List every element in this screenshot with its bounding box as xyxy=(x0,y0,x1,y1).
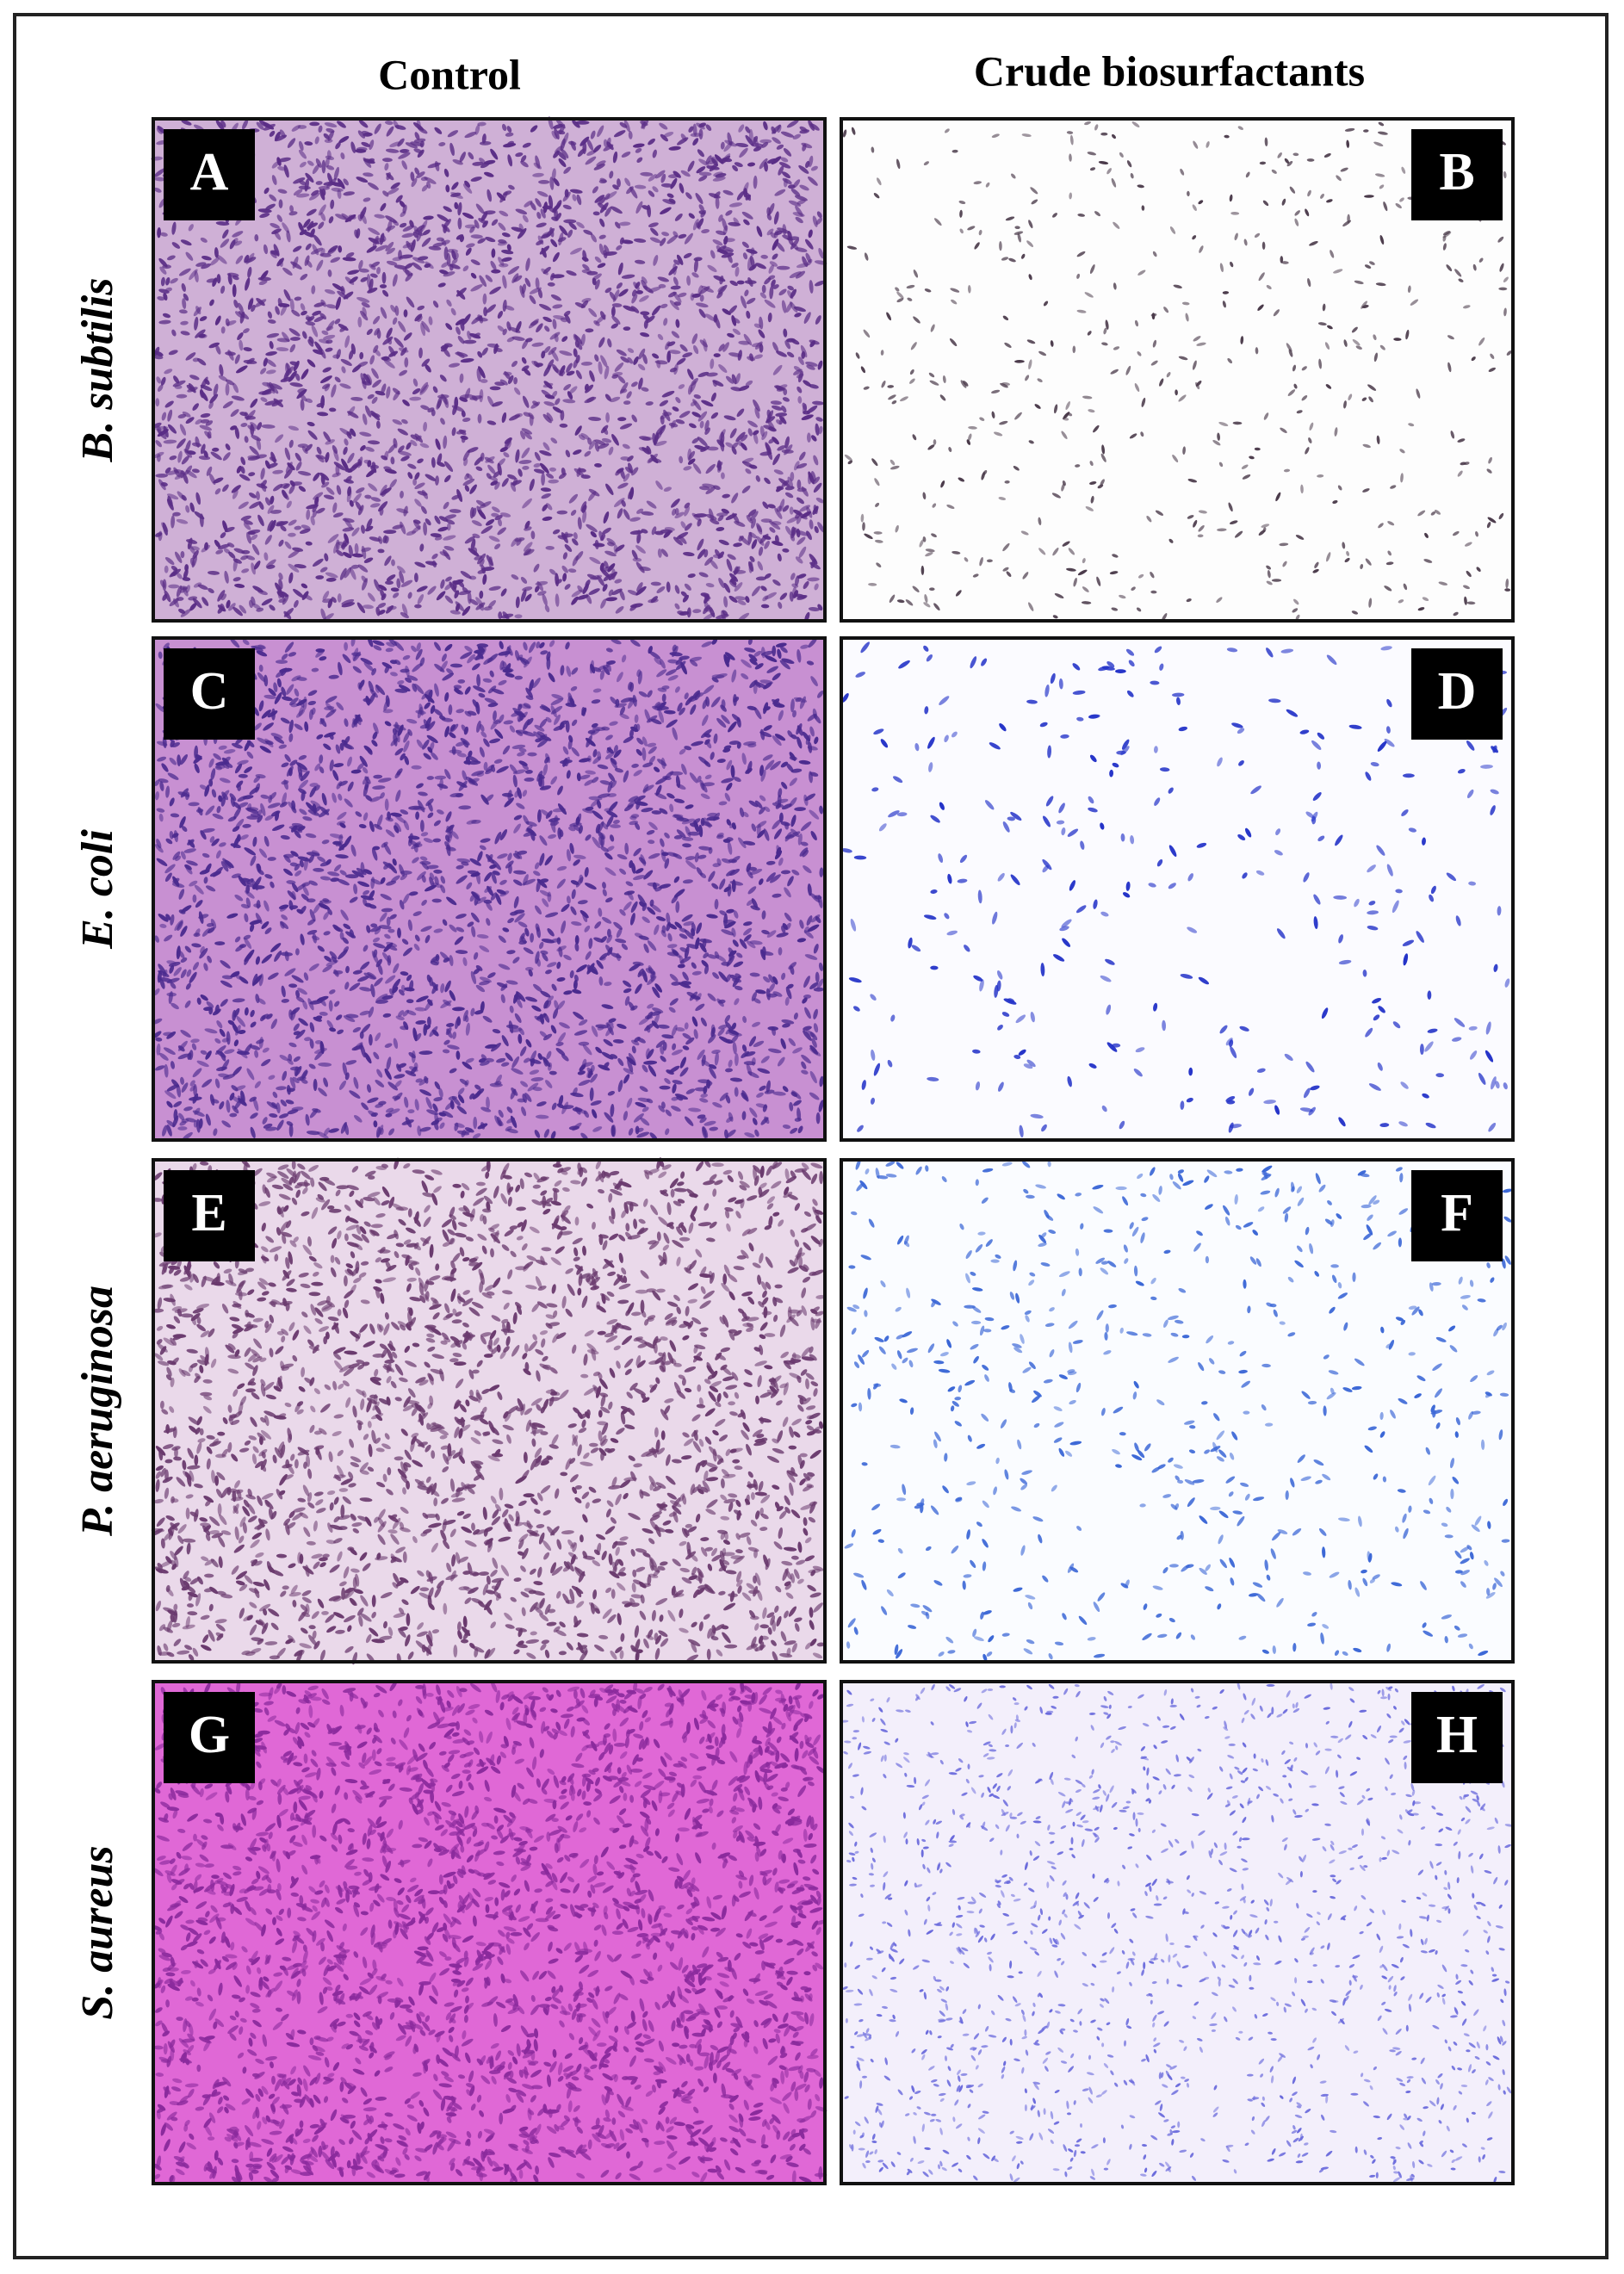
cell-texture xyxy=(929,587,934,591)
cell-texture xyxy=(576,121,590,125)
cell-texture xyxy=(762,946,766,957)
micrograph-panel: C xyxy=(152,635,825,1141)
panel-label: A xyxy=(190,143,229,201)
cell-texture xyxy=(309,122,319,127)
cell-texture xyxy=(414,604,422,609)
panel-label: B xyxy=(1439,143,1474,201)
cell-texture xyxy=(276,660,288,664)
cell-texture xyxy=(412,479,417,486)
cell-texture xyxy=(382,272,387,284)
cell-texture xyxy=(289,1124,294,1137)
cell-texture xyxy=(241,550,250,555)
cell-texture xyxy=(527,753,536,757)
cell-texture xyxy=(816,1112,821,1125)
cell-texture xyxy=(385,580,394,585)
cell-texture xyxy=(635,290,643,294)
cell-texture xyxy=(491,270,500,274)
micrograph-panel: B xyxy=(841,119,1513,622)
cell-texture xyxy=(336,540,340,551)
column-header: Crude biosurfactants xyxy=(974,46,1365,95)
cell-texture xyxy=(737,281,745,285)
cell-texture xyxy=(759,344,764,352)
cell-texture xyxy=(478,414,482,424)
cell-texture xyxy=(473,1117,477,1129)
cell-texture xyxy=(714,353,721,357)
column-header: Control xyxy=(378,50,521,98)
row-label: E. coli xyxy=(73,829,122,950)
cell-texture xyxy=(707,447,718,451)
cell-texture xyxy=(575,935,580,945)
cell-texture xyxy=(733,694,737,706)
cell-texture xyxy=(1100,133,1107,136)
cell-texture xyxy=(168,585,179,589)
row-label: B. subtilis xyxy=(73,278,122,463)
cell-texture xyxy=(933,439,937,445)
cell-texture xyxy=(538,180,549,184)
cell-texture xyxy=(313,1079,318,1091)
cell-texture xyxy=(1272,579,1281,582)
cell-texture xyxy=(380,284,387,288)
cell-texture xyxy=(192,895,196,903)
cell-texture xyxy=(322,160,326,174)
cell-texture xyxy=(232,284,237,297)
cell-texture xyxy=(214,941,225,945)
micrograph-panel: A xyxy=(151,116,827,623)
cell-texture xyxy=(503,372,511,376)
cell-texture xyxy=(673,263,677,276)
cell-texture xyxy=(163,579,167,591)
cell-texture xyxy=(181,551,185,558)
